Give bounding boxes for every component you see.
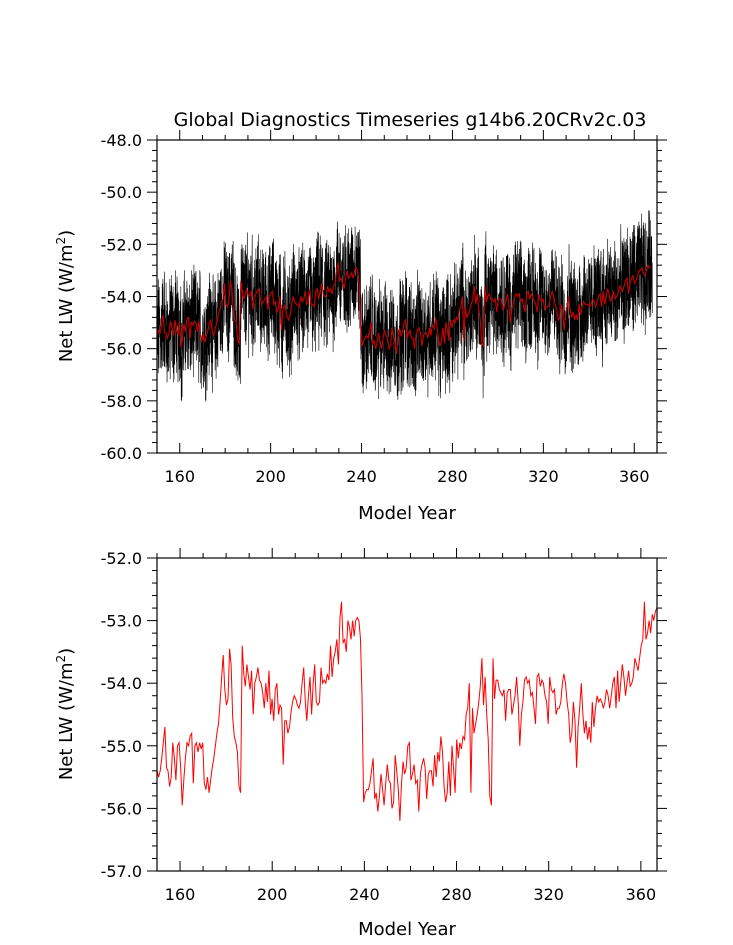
top-x-axis-label: Model Year xyxy=(358,503,456,524)
top-y-tick-label: -52.0 xyxy=(101,235,142,254)
bottom-x-axis-label: Model Year xyxy=(358,919,456,940)
top-y-tick-label: -54.0 xyxy=(101,288,142,307)
bottom-panel: 160 200 240 280 320 360 -57.0 -56.0 -55.0 -54.0 -5… xyxy=(54,548,667,940)
bottom-x-tick-label: 160 xyxy=(165,885,196,904)
top-y-tick-label: -48.0 xyxy=(101,131,142,150)
top-y-tick-label: -50.0 xyxy=(101,183,142,202)
bottom-x-tick-label: 360 xyxy=(626,885,657,904)
top-monthly-series-line xyxy=(156,210,653,402)
top-y-axis-label-main: Net LW (W/m xyxy=(56,245,77,363)
top-x-tick-label: 200 xyxy=(255,467,286,486)
bottom-y-axis-label-close: ) xyxy=(56,648,77,655)
top-x-tick-label: 160 xyxy=(164,467,195,486)
bottom-y-tick-label: -56.0 xyxy=(101,799,142,818)
top-y-tick-label: -60.0 xyxy=(101,444,142,463)
top-axes: 160 200 240 280 320 360 -60.0 -58.0 -56.0 -54.0 -5… xyxy=(101,130,667,486)
top-x-tick-label: 240 xyxy=(346,467,377,486)
top-panel: Global Diagnostics Timeseries g14b6.20CR… xyxy=(54,109,667,524)
top-y-axis-label: Net LW (W/m2) xyxy=(54,230,77,362)
bottom-plot-area xyxy=(156,601,658,821)
bottom-y-axis-label: Net LW (W/m2) xyxy=(54,648,77,780)
bottom-x-tick-label: 280 xyxy=(441,885,472,904)
bottom-x-tick-label: 320 xyxy=(533,885,564,904)
top-x-tick-label: 320 xyxy=(528,467,559,486)
bottom-axes: 160 200 240 280 320 360 -57.0 -56.0 -55.0 -54.0 -5… xyxy=(101,548,667,904)
top-y-tick-label: -56.0 xyxy=(101,340,142,359)
bottom-y-tick-label: -55.0 xyxy=(101,737,142,756)
top-y-axis-label-sup: 2 xyxy=(54,237,68,245)
top-y-tick-label: -58.0 xyxy=(101,392,142,411)
top-y-axis-label-close: ) xyxy=(56,230,77,237)
bottom-y-tick-label: -54.0 xyxy=(101,674,142,693)
bottom-y-axis-label-sup: 2 xyxy=(54,655,68,663)
bottom-x-tick-label: 240 xyxy=(349,885,380,904)
bottom-y-axis-label-main: Net LW (W/m xyxy=(56,663,77,781)
top-x-tick-label: 280 xyxy=(437,467,468,486)
bottom-plot-frame xyxy=(156,557,658,872)
bottom-y-tick-label: -52.0 xyxy=(101,549,142,568)
bottom-y-tick-label: -53.0 xyxy=(101,612,142,631)
top-annual-series-line xyxy=(156,262,651,354)
top-plot-area xyxy=(156,210,653,402)
chart-title: Global Diagnostics Timeseries g14b6.20CR… xyxy=(174,109,647,131)
top-x-tick-label: 360 xyxy=(619,467,650,486)
bottom-y-tick-label: -57.0 xyxy=(101,862,142,881)
bottom-annual-series-line xyxy=(156,601,658,821)
bottom-x-tick-label: 200 xyxy=(257,885,288,904)
